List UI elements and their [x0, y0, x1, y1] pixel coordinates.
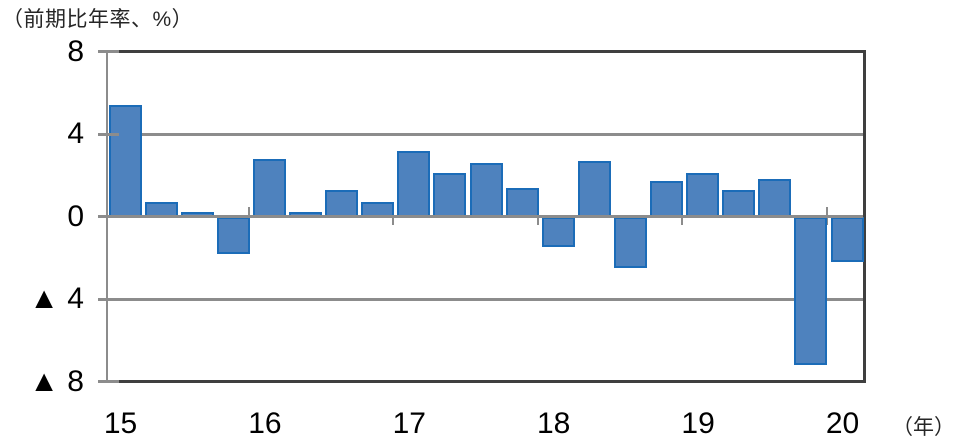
bar-2019q4	[794, 216, 828, 365]
plot-right-border	[863, 50, 866, 383]
bar-2020q1	[830, 216, 864, 262]
bar-2015q1	[108, 105, 142, 217]
y-axis-label--8: ▲ 8	[29, 364, 84, 398]
bar-2018q1	[541, 216, 575, 248]
bar-2019q2	[722, 189, 756, 217]
plot-bottom-border	[104, 380, 866, 383]
x-axis-label-15: 15	[103, 407, 138, 440]
bar-2017q3	[469, 162, 503, 217]
bar-2016q3	[325, 189, 359, 217]
x-axis-label-16: 16	[248, 407, 282, 440]
bar-2019q1	[686, 173, 720, 217]
plot-top-border	[104, 50, 866, 53]
bar-2017q1	[397, 150, 431, 217]
y-axis-label-0: 0	[67, 199, 84, 233]
bar-2019q3	[758, 179, 792, 217]
bar-2018q3	[613, 216, 647, 269]
chart-title: （前期比年率、%）	[2, 8, 194, 31]
y-axis-label--4: ▲ 4	[29, 282, 84, 315]
y-axis-tick-8	[98, 50, 119, 53]
bar-2015q4	[216, 216, 250, 254]
x-axis-unit-label: （年）	[892, 416, 955, 439]
x-axis-label-17: 17	[392, 407, 426, 440]
bar-2017q2	[433, 173, 467, 217]
bar-2016q1	[252, 158, 286, 217]
x-axis-label-19: 19	[681, 407, 715, 440]
y-axis-tick--4	[98, 297, 119, 301]
zero-axis-line	[106, 215, 863, 218]
x-axis-label-18: 18	[537, 407, 571, 440]
x-axis-label-20: 20	[825, 407, 860, 440]
y-axis-tick--8	[98, 380, 119, 383]
y-axis-label-8: 8	[67, 34, 84, 68]
y-axis-tick-0	[98, 215, 119, 218]
bar-2018q2	[577, 160, 611, 217]
bar-2018q4	[650, 181, 683, 217]
y-axis-label-4: 4	[67, 117, 84, 150]
y-axis-tick-4	[98, 132, 119, 136]
bar-2017q4	[505, 187, 539, 217]
gridline--4	[106, 297, 863, 301]
gridline-4	[106, 132, 863, 136]
